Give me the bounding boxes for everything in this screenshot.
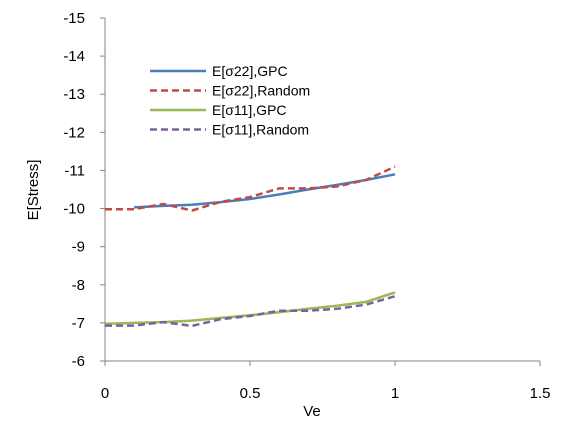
series-line-3 [104,291,396,325]
y-axis-title: E[Stress] [25,160,42,221]
x-axis-title: Ve [303,403,321,420]
x-tick-label: 0 [101,385,109,402]
y-tick-label: -6 [72,353,85,370]
x-tick-label: 1 [391,385,399,402]
plot-axes [104,18,540,362]
series-line-2 [105,165,396,212]
y-tick-label: -14 [63,48,85,65]
y-tick-label: -8 [72,277,85,294]
legend-label-2: E[σ22],Random [212,83,310,99]
legend-label-4: E[σ11],Random [212,122,309,138]
chart-legend: E[σ22],GPC E[σ22],Random E[σ11],GPC E[σ11],… [150,63,310,138]
x-axis-ticks: 0 0.5 1 1.5 [101,361,551,402]
series-line-1 [133,173,396,209]
legend-label-1: E[σ22],GPC [212,63,288,79]
x-tick-label: 1.5 [530,385,551,402]
y-tick-label: -9 [72,239,85,256]
y-tick-label: -15 [63,10,85,27]
y-axis-ticks: -15 -14 -13 -12 -11 -10 -9 -8 -7 -6 [63,10,105,370]
y-tick-label: -12 [63,124,85,141]
y-tick-label: -7 [72,315,85,332]
y-tick-label: -11 [64,162,85,179]
series-layer [104,165,396,328]
y-tick-label: -13 [63,86,85,103]
legend-label-3: E[σ11],GPC [212,102,287,118]
series-line-4 [105,294,396,328]
x-tick-label: 0.5 [240,385,261,402]
y-tick-label: -10 [63,201,85,218]
